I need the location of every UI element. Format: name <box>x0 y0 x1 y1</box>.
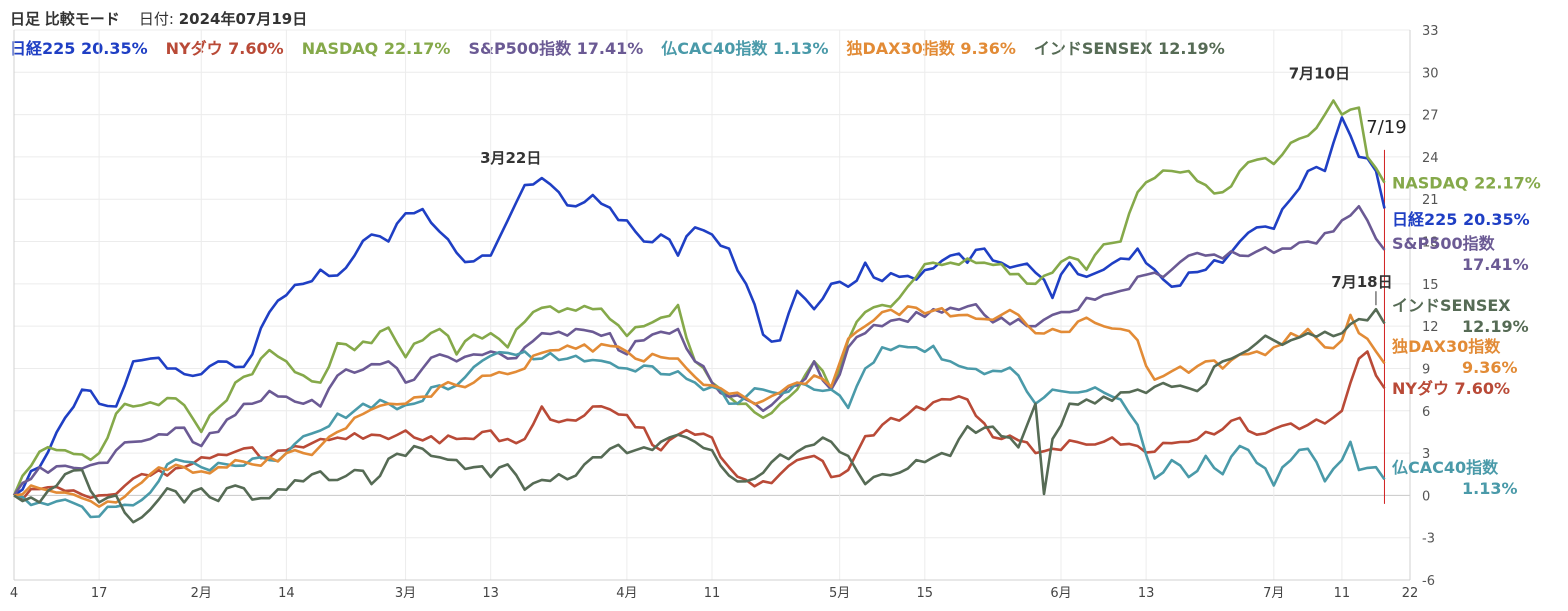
mode-label: 比較モード <box>44 10 120 28</box>
y-tick-label: -6 <box>1422 574 1435 589</box>
y-tick-label: 27 <box>1422 109 1439 124</box>
date-value: 2024年07月19日 <box>178 10 308 28</box>
x-tick-label: 3月 <box>395 586 416 601</box>
x-tick-label: 4 <box>10 586 18 601</box>
end-label-value: 17.41% <box>1462 255 1529 274</box>
series-line <box>12 99 1386 496</box>
x-tick-label: 7月 <box>1263 586 1284 601</box>
end-label-value: 1.13% <box>1462 479 1518 498</box>
last-day-label: 7/19 <box>1366 117 1406 138</box>
x-tick-label: 14 <box>278 586 295 601</box>
end-label-name: S&P500指数 <box>1392 234 1496 253</box>
y-tick-label: 21 <box>1422 193 1439 208</box>
legend-item: 独DAX30指数 9.36% <box>846 39 1016 58</box>
y-tick-label: -3 <box>1422 532 1435 547</box>
y-tick-label: 30 <box>1422 66 1439 81</box>
end-label: NASDAQ 22.17% <box>1392 174 1541 193</box>
end-label-name: 仏CAC40指数 <box>1392 458 1499 477</box>
x-tick-label: 4月 <box>616 586 637 601</box>
annotation-label: 3月22日 <box>480 149 541 167</box>
x-tick-label: 13 <box>1138 586 1155 601</box>
x-tick-label: 5月 <box>829 586 850 601</box>
x-tick-label: 2月 <box>191 586 212 601</box>
legend-item: 日経225 20.35% <box>10 39 148 58</box>
y-tick-label: 6 <box>1422 405 1430 420</box>
end-label-value: 12.19% <box>1462 317 1529 336</box>
end-label-name: 独DAX30指数 <box>1392 337 1501 356</box>
series-line <box>13 350 1386 501</box>
series-line <box>13 305 1386 508</box>
annotation-label: 7月10日 <box>1289 65 1350 83</box>
end-label: NYダウ 7.60% <box>1392 379 1510 398</box>
legend-item: インドSENSEX 12.19% <box>1033 39 1225 58</box>
legend-item: 仏CAC40指数 1.13% <box>661 39 829 58</box>
chart-type-label: 日足 <box>10 10 41 28</box>
series-line <box>13 344 1386 519</box>
series-line <box>13 116 1386 497</box>
y-tick-label: 15 <box>1422 278 1439 293</box>
legend-item: NYダウ 7.60% <box>165 39 284 58</box>
x-tick-label: 13 <box>482 586 499 601</box>
y-tick-label: 0 <box>1422 489 1430 504</box>
y-tick-label: 24 <box>1422 151 1439 166</box>
annotation-label: 7月18日 <box>1331 273 1392 291</box>
x-tick-label: 17 <box>91 586 108 601</box>
x-tick-label: 22 <box>1402 586 1419 601</box>
end-label-value: 9.36% <box>1462 358 1518 377</box>
x-tick-label: 11 <box>704 586 721 601</box>
end-label-name: インドSENSEX <box>1392 296 1511 315</box>
x-tick-label: 11 <box>1334 586 1351 601</box>
legend: 日経225 20.35% NYダウ 7.60% NASDAQ 22.17% S&P50… <box>10 35 1243 59</box>
y-tick-label: 33 <box>1422 24 1439 39</box>
series-line <box>12 205 1386 497</box>
x-tick-label: 6月 <box>1050 586 1071 601</box>
series-line <box>13 307 1386 524</box>
chart-header: 日足 比較モード 日付: 2024年07月19日 <box>10 8 307 29</box>
end-label: 日経225 20.35% <box>1392 210 1530 229</box>
y-tick-label: 12 <box>1422 320 1439 335</box>
legend-item: NASDAQ 22.17% <box>301 39 451 58</box>
y-tick-label: 9 <box>1422 362 1430 377</box>
y-tick-label: 18 <box>1422 236 1439 251</box>
legend-item: S&P500指数 17.41% <box>468 39 644 58</box>
x-tick-label: 15 <box>917 586 934 601</box>
date-label: 日付: <box>138 10 174 28</box>
y-tick-label: 3 <box>1422 447 1430 462</box>
